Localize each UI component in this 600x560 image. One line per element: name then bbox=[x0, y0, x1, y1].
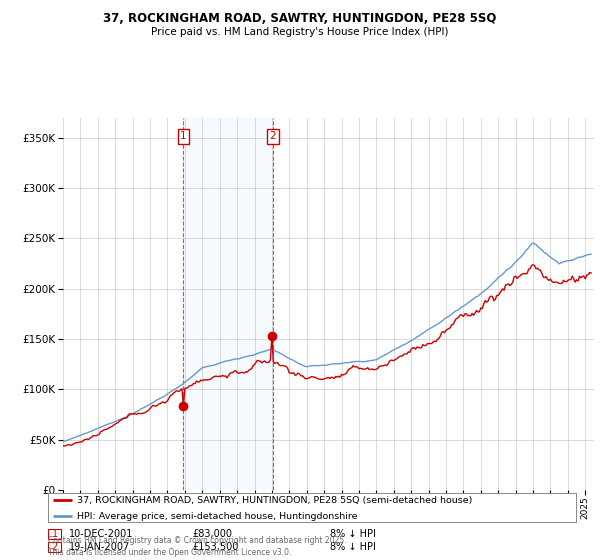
Text: HPI: Average price, semi-detached house, Huntingdonshire: HPI: Average price, semi-detached house,… bbox=[77, 512, 358, 521]
Text: 8% ↓ HPI: 8% ↓ HPI bbox=[330, 542, 376, 552]
Text: 2: 2 bbox=[269, 131, 276, 141]
Text: £83,000: £83,000 bbox=[192, 529, 232, 539]
Text: 19-JAN-2007: 19-JAN-2007 bbox=[69, 542, 130, 552]
Bar bbox=[184, 118, 272, 490]
Text: 37, ROCKINGHAM ROAD, SAWTRY, HUNTINGDON, PE28 5SQ: 37, ROCKINGHAM ROAD, SAWTRY, HUNTINGDON,… bbox=[103, 12, 497, 25]
Text: 37, ROCKINGHAM ROAD, SAWTRY, HUNTINGDON, PE28 5SQ (semi-detached house): 37, ROCKINGHAM ROAD, SAWTRY, HUNTINGDON,… bbox=[77, 496, 472, 505]
Text: 2: 2 bbox=[52, 542, 58, 552]
Text: £153,500: £153,500 bbox=[192, 542, 238, 552]
Text: Price paid vs. HM Land Registry's House Price Index (HPI): Price paid vs. HM Land Registry's House … bbox=[151, 27, 449, 37]
Text: 1: 1 bbox=[180, 131, 187, 141]
Text: Contains HM Land Registry data © Crown copyright and database right 2025.
This d: Contains HM Land Registry data © Crown c… bbox=[48, 536, 347, 557]
Text: 1: 1 bbox=[52, 529, 58, 539]
Text: 8% ↓ HPI: 8% ↓ HPI bbox=[330, 529, 376, 539]
Text: 10-DEC-2001: 10-DEC-2001 bbox=[69, 529, 133, 539]
